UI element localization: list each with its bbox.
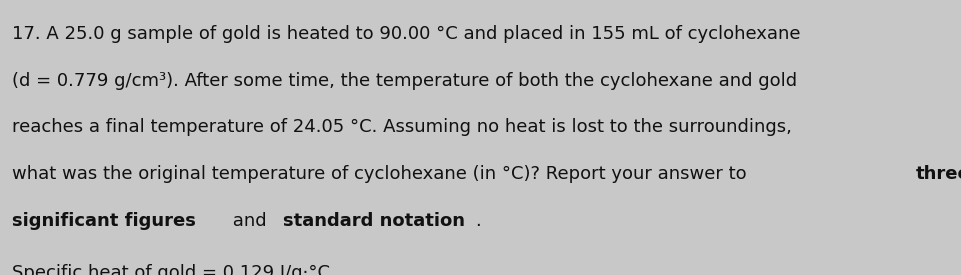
Text: and: and	[227, 212, 272, 230]
Text: reaches a final temperature of 24.05 °C. Assuming no heat is lost to the surroun: reaches a final temperature of 24.05 °C.…	[12, 118, 793, 136]
Text: significant figures: significant figures	[12, 212, 196, 230]
Text: 17. A 25.0 g sample of gold is heated to 90.00 °C and placed in 155 mL of cycloh: 17. A 25.0 g sample of gold is heated to…	[12, 25, 801, 43]
Text: standard notation: standard notation	[283, 212, 465, 230]
Text: three: three	[916, 165, 961, 183]
Text: Specific heat of gold = 0.129 J/g·°C: Specific heat of gold = 0.129 J/g·°C	[12, 264, 331, 275]
Text: (d = 0.779 g/cm³). After some time, the temperature of both the cyclohexane and : (d = 0.779 g/cm³). After some time, the …	[12, 72, 798, 89]
Text: what was the original temperature of cyclohexane (in °C)? Report your answer to: what was the original temperature of cyc…	[12, 165, 752, 183]
Text: .: .	[476, 212, 481, 230]
